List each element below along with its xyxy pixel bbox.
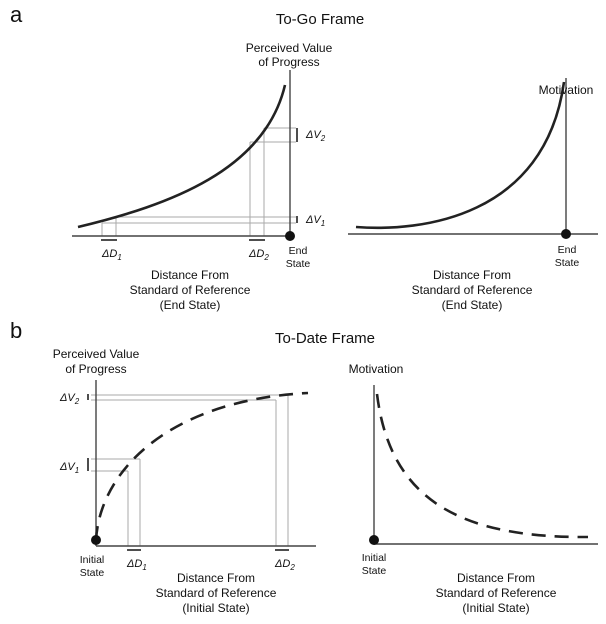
panel-b-right-xlabel-line2: Standard of Reference xyxy=(436,586,557,600)
panel-b-right-initial-state-point xyxy=(369,535,379,545)
panel-a-right-xlabel-line2: Standard of Reference xyxy=(412,283,533,297)
panel-a-left-dd2-label: ΔD2 xyxy=(248,248,269,262)
panel-b-right-endpoint-line2: State xyxy=(362,565,387,577)
panel-b-left-endpoint-line1: Initial xyxy=(80,554,105,566)
panel-a-left-xlabel-line1: Distance From xyxy=(151,268,229,282)
panel-a-left-guides xyxy=(101,127,296,236)
panel-b-left-xlabel-line3: (Initial State) xyxy=(182,601,249,615)
panel-b-left-xlabel-line1: Distance From xyxy=(177,571,255,585)
panel-a-left-dd1-label: ΔD1 xyxy=(101,248,122,262)
panel-a-left-ylabel-line2: of Progress xyxy=(258,55,319,69)
panel-b-right-endpoint-line1: Initial xyxy=(362,552,387,564)
panel-b-letter: b xyxy=(10,318,22,343)
panel-b-left-dd2-label: ΔD2 xyxy=(274,558,295,572)
panel-a-right-xlabel-line3: (End State) xyxy=(442,298,503,312)
panel-b-right-xlabel-line3: (Initial State) xyxy=(462,601,529,615)
panel-b-left-endpoint-line2: State xyxy=(80,567,105,579)
panel-a-right-curve xyxy=(355,81,566,230)
panel-a-title: To-Go Frame xyxy=(276,11,364,28)
panel-b-left-initial-state-point xyxy=(91,535,101,545)
panel-a-left-dv1-label: ΔV1 xyxy=(305,214,325,228)
panel-b-left-xlabel-line2: Standard of Reference xyxy=(156,586,277,600)
panel-a-left-xlabel-line3: (End State) xyxy=(160,298,221,312)
panel-b-left-dd1-label: ΔD1 xyxy=(126,558,147,572)
panel-a-left-xlabel-line2: Standard of Reference xyxy=(130,283,251,297)
panel-a-right-endpoint-line1: End xyxy=(558,244,577,256)
panel-b-right-curve xyxy=(375,393,589,539)
panel-b-right-ylabel: Motivation xyxy=(349,362,404,376)
panel-a-left-dv2-label: ΔV2 xyxy=(305,129,326,143)
panel-b-title: To-Date Frame xyxy=(275,330,375,347)
panel-b-left-dv2-label: ΔV2 xyxy=(59,392,80,406)
panel-b-left-ylabel-line1: Perceived Value xyxy=(53,347,140,361)
panel-a-left-endpoint-line1: End xyxy=(289,245,308,257)
panel-a-left-curve xyxy=(77,84,287,229)
panel-a-left-ylabel-line1: Perceived Value xyxy=(246,41,333,55)
panel-a-left-endpoint-line2: State xyxy=(286,258,311,270)
panel-b-left-guides xyxy=(91,394,289,546)
panel-a-letter: a xyxy=(10,2,23,27)
panel-a-left-end-state-point xyxy=(285,231,295,241)
panel-a-right-ylabel: Motivation xyxy=(539,83,594,97)
panel-b-left-ylabel-line2: of Progress xyxy=(65,362,126,376)
panel-b-left-dv1-label: ΔV1 xyxy=(59,461,79,475)
panel-b-right-xlabel-line1: Distance From xyxy=(457,571,535,585)
panel-a-right-xlabel-line1: Distance From xyxy=(433,268,511,282)
panel-a-right-endpoint-line2: State xyxy=(555,257,580,269)
panel-a-right-end-state-point xyxy=(561,229,571,239)
panel-b-left-curve xyxy=(94,391,309,541)
